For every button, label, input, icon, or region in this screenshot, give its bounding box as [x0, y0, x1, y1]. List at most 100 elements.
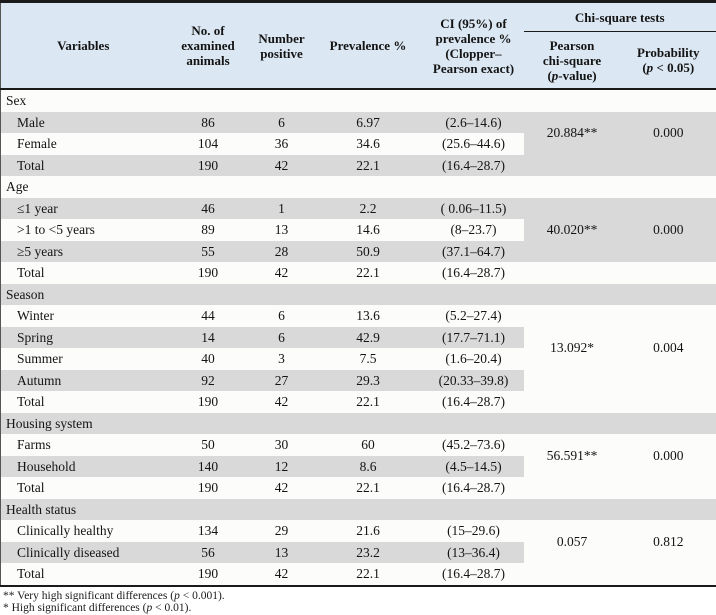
cell-ci: (15–29.6)	[424, 520, 524, 542]
col-header-ci: CI (95%) of prevalence % (Clopper– Pears…	[424, 2, 524, 90]
section-label: Housing system	[1, 413, 716, 435]
cell-variable: ≥5 years	[1, 241, 166, 263]
section-label: Season	[1, 284, 716, 306]
cell-positive: 6	[251, 327, 313, 349]
cell-examined: 140	[166, 456, 251, 478]
cell-prevalence: 22.1	[313, 477, 424, 499]
cell-positive: 6	[251, 305, 313, 327]
cell-ci: (16.4–28.7)	[424, 155, 524, 177]
cell-variable: Female	[1, 133, 166, 155]
col-group-chi-square: Chi-square tests	[524, 2, 716, 32]
cell-positive: 30	[251, 434, 313, 456]
cell-prevalence: 21.6	[313, 520, 424, 542]
cell-ci: (5.2–27.4)	[424, 305, 524, 327]
cell-variable: Household	[1, 456, 166, 478]
cell-variable: Farms	[1, 434, 166, 456]
cell-variable: >1 to <5 years	[1, 219, 166, 241]
cell-ci: (16.4–28.7)	[424, 391, 524, 413]
cell-probability-empty	[621, 391, 716, 413]
cell-examined: 92	[166, 370, 251, 392]
cell-examined: 14	[166, 327, 251, 349]
cell-chi-square: 0.057	[524, 520, 621, 563]
cell-positive: 3	[251, 348, 313, 370]
cell-ci: (16.4–28.7)	[424, 563, 524, 586]
col-header-positive: Number positive	[251, 2, 313, 90]
cell-prevalence: 22.1	[313, 155, 424, 177]
cell-positive: 42	[251, 563, 313, 586]
cell-prevalence: 23.2	[313, 542, 424, 564]
cell-examined: 134	[166, 520, 251, 542]
section-label: Health status	[1, 499, 716, 521]
cell-examined: 190	[166, 391, 251, 413]
cell-examined: 190	[166, 262, 251, 284]
cell-prevalence: 8.6	[313, 456, 424, 478]
cell-ci: (1.6–20.4)	[424, 348, 524, 370]
probability-header-pvalue: (p < 0.05)	[642, 60, 694, 75]
section-header-row: Health status	[1, 499, 716, 521]
cell-positive: 28	[251, 241, 313, 263]
cell-examined: 56	[166, 542, 251, 564]
cell-examined: 190	[166, 563, 251, 586]
cell-ci: (4.5–14.5)	[424, 456, 524, 478]
cell-positive: 36	[251, 133, 313, 155]
cell-prevalence: 29.3	[313, 370, 424, 392]
cell-ci: (2.6–14.6)	[424, 112, 524, 134]
cell-probability-empty	[621, 262, 716, 284]
cell-positive: 42	[251, 391, 313, 413]
cell-examined: 86	[166, 112, 251, 134]
cell-examined: 50	[166, 434, 251, 456]
cell-examined: 44	[166, 305, 251, 327]
cell-positive: 13	[251, 219, 313, 241]
cell-positive: 29	[251, 520, 313, 542]
cell-variable: Total	[1, 262, 166, 284]
cell-prevalence: 22.1	[313, 563, 424, 586]
cell-probability: 0.004	[621, 305, 716, 391]
cell-examined: 190	[166, 155, 251, 177]
cell-ci: (17.7–71.1)	[424, 327, 524, 349]
probability-header-lines: Probability	[637, 45, 700, 60]
section-header-row: Season	[1, 284, 716, 306]
cell-chi-square: 13.092*	[524, 305, 621, 391]
cell-prevalence: 42.9	[313, 327, 424, 349]
cell-prevalence: 22.1	[313, 391, 424, 413]
cell-variable: Winter	[1, 305, 166, 327]
cell-ci: (25.6–44.6)	[424, 133, 524, 155]
footnote-very-high-significance: ** Very high significant differences (p …	[3, 590, 716, 603]
cell-variable: Clinically diseased	[1, 542, 166, 564]
pearson-header-lines: Pearson chi-square	[543, 38, 601, 68]
col-header-variables: Variables	[1, 2, 166, 90]
cell-examined: 55	[166, 241, 251, 263]
cell-positive: 42	[251, 262, 313, 284]
cell-ci: (8–23.7)	[424, 219, 524, 241]
cell-probability-empty	[621, 155, 716, 177]
cell-variable: Male	[1, 112, 166, 134]
cell-variable: Summer	[1, 348, 166, 370]
section-header-row: Housing system	[1, 413, 716, 435]
cell-probability: 0.000	[621, 434, 716, 477]
cell-variable: Total	[1, 391, 166, 413]
cell-variable: Spring	[1, 327, 166, 349]
cell-prevalence: 60	[313, 434, 424, 456]
cell-chi-empty	[524, 391, 621, 413]
cell-chi-square: 40.020**	[524, 198, 621, 263]
header-row-top: Variables No. of examined animals Number…	[1, 2, 716, 32]
cell-chi-square: 56.591**	[524, 434, 621, 477]
col-header-pearson: Pearson chi-square (p-value)	[524, 32, 621, 90]
pearson-header-pvalue: (p-value)	[547, 68, 596, 83]
cell-positive: 27	[251, 370, 313, 392]
cell-probability: 0.812	[621, 520, 716, 563]
cell-ci: ( 0.06–11.5)	[424, 198, 524, 220]
cell-variable: Total	[1, 155, 166, 177]
cell-ci: (13–36.4)	[424, 542, 524, 564]
cell-positive: 13	[251, 542, 313, 564]
cell-prevalence: 14.6	[313, 219, 424, 241]
